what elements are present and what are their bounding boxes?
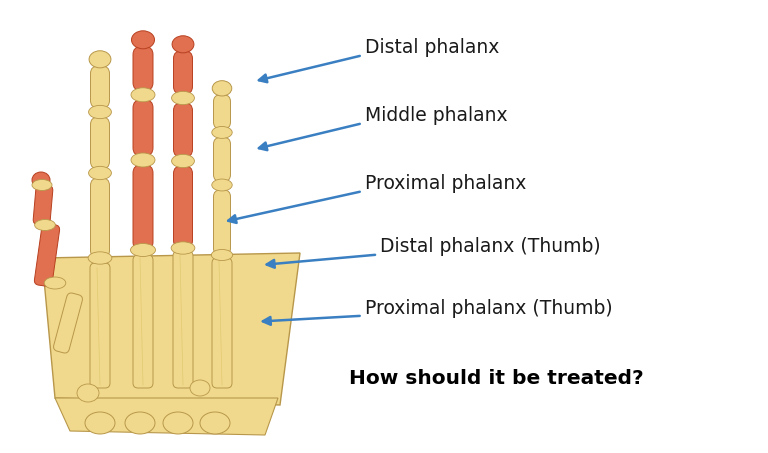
Ellipse shape bbox=[212, 179, 232, 191]
Ellipse shape bbox=[32, 172, 50, 188]
FancyBboxPatch shape bbox=[174, 51, 193, 94]
Ellipse shape bbox=[212, 126, 232, 138]
Ellipse shape bbox=[88, 252, 112, 264]
Ellipse shape bbox=[85, 412, 115, 434]
Text: Middle phalanx: Middle phalanx bbox=[365, 106, 508, 125]
Ellipse shape bbox=[45, 277, 66, 289]
FancyBboxPatch shape bbox=[214, 137, 230, 182]
Ellipse shape bbox=[171, 92, 194, 105]
Ellipse shape bbox=[88, 166, 111, 180]
Text: How should it be treated?: How should it be treated? bbox=[349, 369, 644, 388]
Ellipse shape bbox=[88, 106, 111, 119]
FancyBboxPatch shape bbox=[35, 224, 60, 286]
Ellipse shape bbox=[32, 179, 52, 191]
Ellipse shape bbox=[125, 412, 155, 434]
Ellipse shape bbox=[131, 153, 155, 167]
Ellipse shape bbox=[212, 81, 232, 96]
Ellipse shape bbox=[200, 412, 230, 434]
Ellipse shape bbox=[190, 380, 210, 396]
Text: Proximal phalanx: Proximal phalanx bbox=[365, 174, 526, 193]
FancyBboxPatch shape bbox=[90, 263, 110, 388]
FancyBboxPatch shape bbox=[214, 190, 230, 255]
FancyBboxPatch shape bbox=[133, 165, 153, 250]
FancyBboxPatch shape bbox=[91, 178, 110, 258]
Ellipse shape bbox=[171, 154, 194, 168]
Ellipse shape bbox=[171, 242, 195, 254]
FancyBboxPatch shape bbox=[133, 255, 153, 388]
FancyBboxPatch shape bbox=[91, 117, 110, 169]
Polygon shape bbox=[55, 398, 278, 435]
Text: Proximal phalanx (Thumb): Proximal phalanx (Thumb) bbox=[365, 299, 612, 318]
FancyBboxPatch shape bbox=[54, 293, 82, 353]
FancyBboxPatch shape bbox=[33, 185, 53, 225]
Text: Distal phalanx (Thumb): Distal phalanx (Thumb) bbox=[380, 237, 601, 256]
FancyBboxPatch shape bbox=[174, 166, 193, 248]
FancyBboxPatch shape bbox=[133, 47, 153, 91]
Ellipse shape bbox=[35, 220, 55, 231]
Polygon shape bbox=[42, 253, 300, 405]
FancyBboxPatch shape bbox=[214, 95, 230, 129]
FancyBboxPatch shape bbox=[212, 258, 232, 388]
Ellipse shape bbox=[131, 88, 155, 102]
Ellipse shape bbox=[131, 244, 155, 256]
Ellipse shape bbox=[77, 384, 99, 402]
FancyBboxPatch shape bbox=[173, 251, 193, 388]
Ellipse shape bbox=[163, 412, 193, 434]
Ellipse shape bbox=[131, 31, 154, 49]
Ellipse shape bbox=[172, 36, 194, 53]
Ellipse shape bbox=[211, 250, 233, 260]
Text: Distal phalanx: Distal phalanx bbox=[365, 38, 499, 57]
FancyBboxPatch shape bbox=[174, 103, 193, 157]
FancyBboxPatch shape bbox=[91, 66, 110, 108]
Ellipse shape bbox=[89, 51, 111, 68]
FancyBboxPatch shape bbox=[133, 100, 153, 156]
